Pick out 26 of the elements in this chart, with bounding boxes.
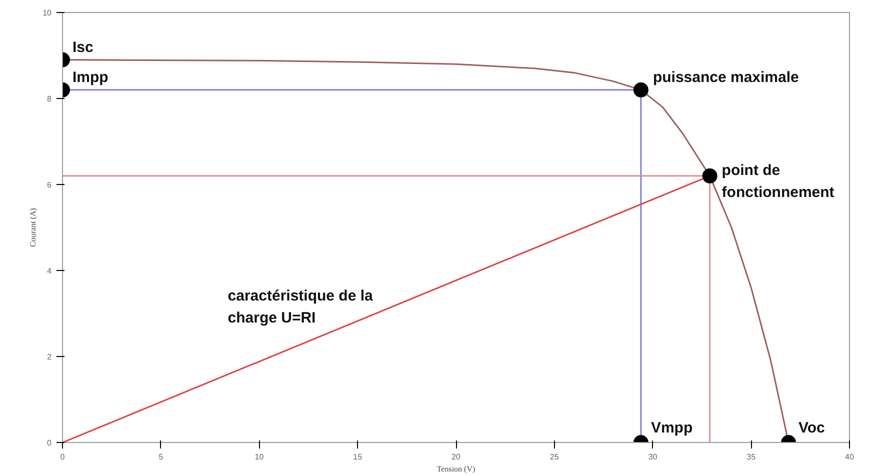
y-tick-label: 10 [42,8,52,18]
x-tick-label: 40 [845,452,854,462]
x-tick-label: 20 [452,452,461,462]
x-tick-label: 0 [60,452,66,462]
y-tick-label: 6 [47,180,52,190]
annotation: Voc [798,420,825,436]
x-tick-label: 30 [648,452,658,462]
y-tick-label: 2 [47,352,52,362]
annotation: puissance maximale [652,68,799,86]
point [702,168,718,184]
annotation: Vmpp [650,420,693,436]
annotation: Isc [72,38,94,56]
x-axis-title: Tension (V) [436,464,476,474]
x-tick-label: 5 [158,452,164,462]
annotation: caractéristique de la charge U=RI [228,288,374,327]
x-tick-label: 10 [254,452,264,462]
x-tick-label: 35 [746,452,756,462]
y-tick-label: 0 [47,438,52,448]
annotation: point de fonctionnement [722,162,834,201]
annotation: Impp [72,68,108,86]
x-tick-label: 25 [550,452,560,462]
y-axis-title: Courant (A) [28,208,38,247]
y-tick-label: 8 [47,94,52,104]
point [633,82,648,98]
x-tick-label: 15 [353,452,363,462]
y-tick-label: 4 [47,266,52,276]
